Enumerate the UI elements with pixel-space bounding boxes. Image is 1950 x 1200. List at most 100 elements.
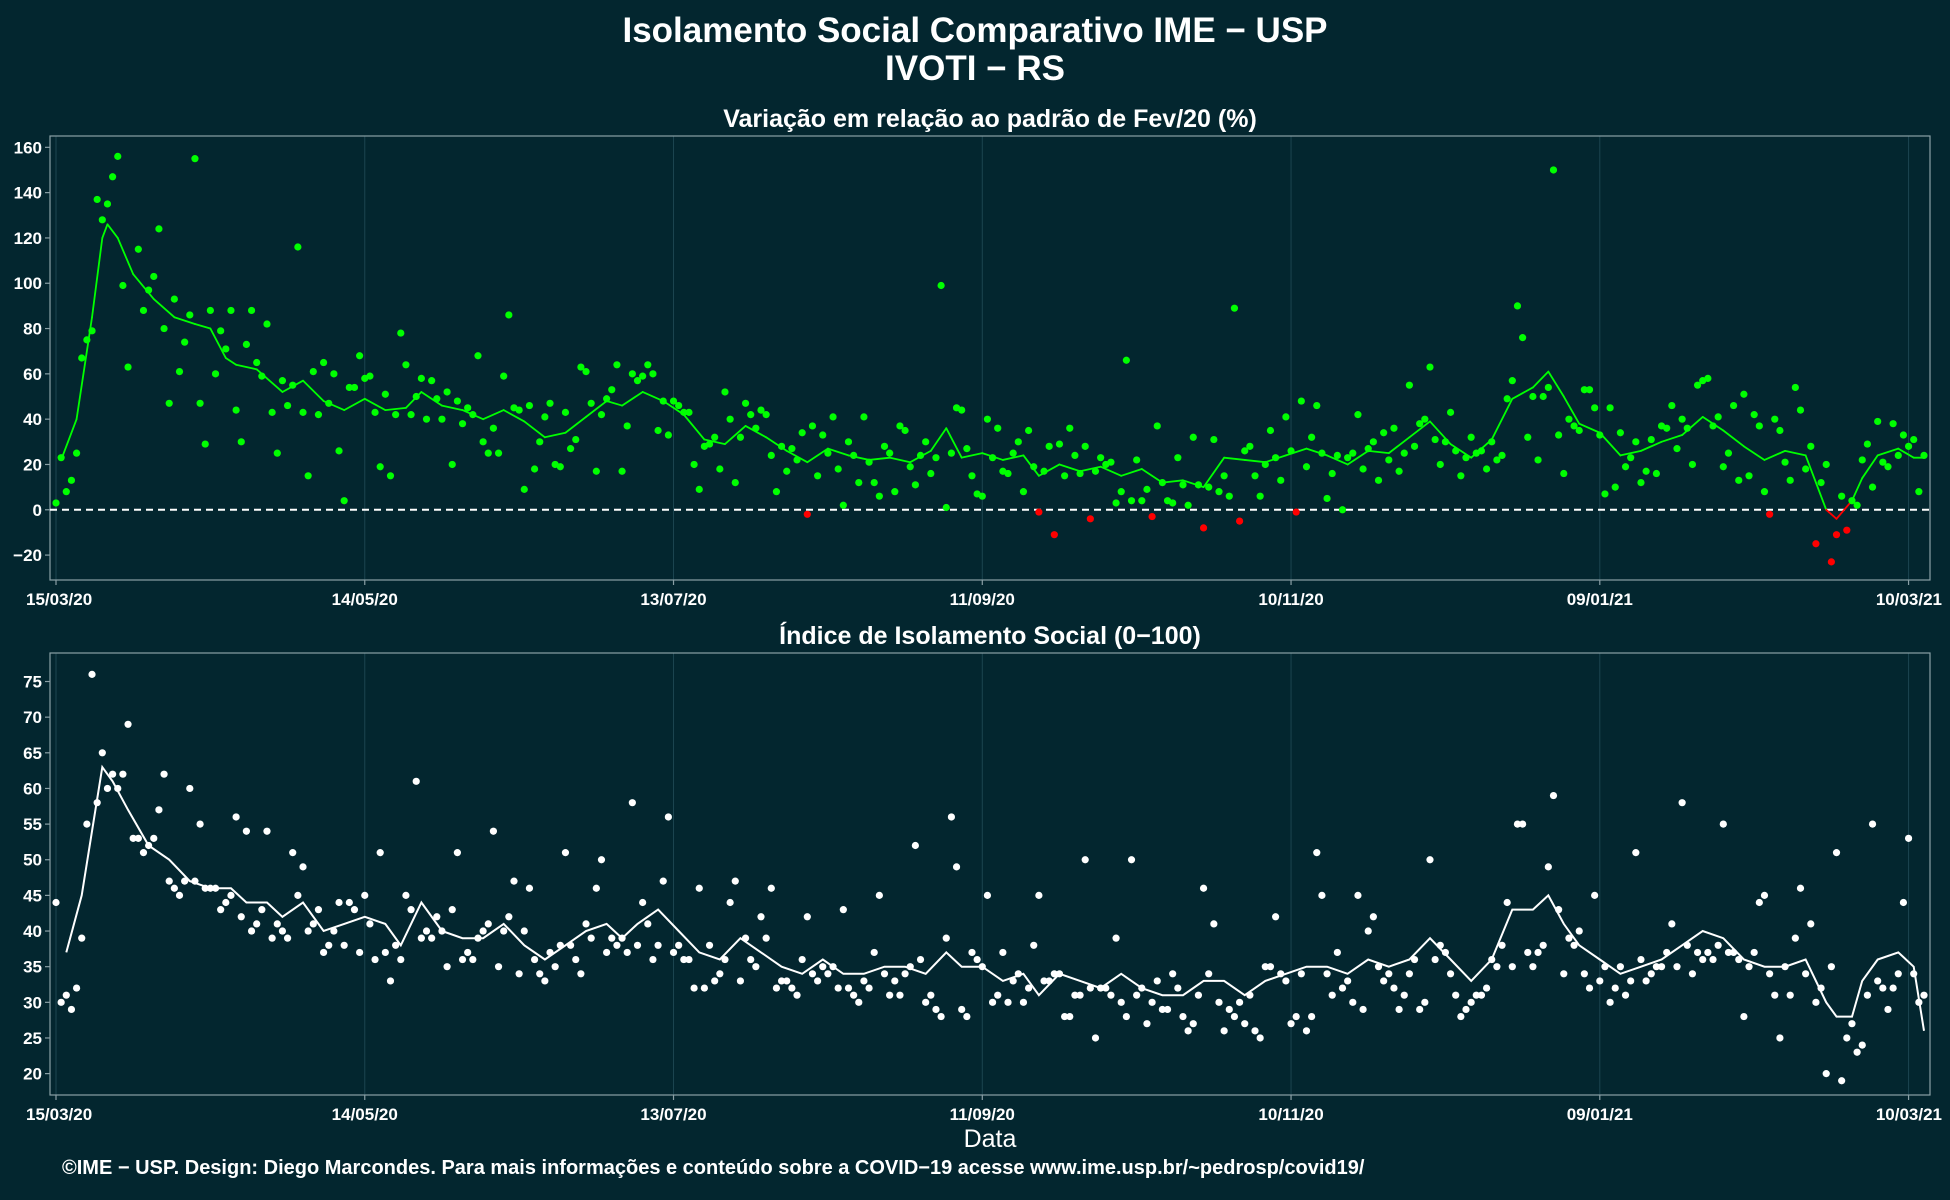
index-point (808, 970, 817, 978)
index-point (145, 841, 153, 850)
variation-moving-average (929, 427, 948, 452)
variation-moving-average (1851, 477, 1864, 502)
variation-moving-average (224, 357, 238, 366)
index-point (1097, 984, 1105, 992)
variation-point (1287, 447, 1295, 455)
index-point (1863, 991, 1871, 999)
variation-moving-average (945, 427, 963, 459)
index-point (1251, 1027, 1259, 1035)
variation-point (474, 352, 482, 360)
variation-moving-average (1835, 499, 1853, 520)
index-point (83, 820, 91, 828)
variation-point (834, 465, 842, 473)
variation-point (1889, 420, 1897, 428)
variation-point (1632, 438, 1640, 446)
index-point (700, 984, 708, 992)
variation-point (201, 440, 209, 448)
index-point (1102, 984, 1110, 992)
variation-point (479, 438, 487, 446)
index-point (1138, 984, 1146, 992)
variation-moving-average (75, 316, 93, 421)
variation-point (1122, 356, 1130, 364)
variation-point (1606, 404, 1614, 412)
index-point (129, 834, 137, 842)
variation-point (659, 397, 667, 405)
variation-moving-average (888, 456, 912, 464)
index-point (1884, 1005, 1892, 1014)
index-point (1328, 991, 1336, 999)
index-point (1066, 1012, 1074, 1021)
index-point (1086, 984, 1094, 992)
variation-point (1091, 467, 1100, 475)
variation-point (1652, 469, 1661, 478)
variation-point (705, 440, 714, 448)
variation-point (1431, 435, 1439, 444)
index-point (757, 913, 765, 921)
index-point (273, 920, 281, 928)
index-point (551, 963, 559, 971)
index-point (428, 934, 436, 942)
index-point (155, 806, 163, 814)
x-tick-label: 11/09/20 (950, 1105, 1015, 1124)
index-point (1838, 1077, 1846, 1085)
variation-point (1724, 449, 1733, 457)
index-point (1910, 970, 1918, 978)
index-point (1513, 820, 1522, 828)
index-point (1349, 998, 1357, 1006)
index-point (1241, 1020, 1249, 1028)
index-point (1122, 1012, 1130, 1021)
index-point (1555, 906, 1563, 914)
index-point (587, 934, 595, 942)
variation-point (726, 415, 734, 423)
variation-point (1328, 469, 1336, 478)
index-point (88, 670, 96, 678)
index-point (680, 955, 688, 964)
variation-point (814, 472, 822, 480)
index-point (1446, 970, 1455, 978)
y-tick-label: 30 (23, 993, 42, 1012)
variation-moving-average (1326, 454, 1349, 466)
variation-point (721, 388, 729, 396)
variation-point (500, 372, 508, 380)
index-point (1832, 849, 1841, 857)
variation-point (592, 467, 600, 475)
index-point (1457, 1012, 1465, 1021)
variation-point (1194, 481, 1203, 489)
variation-point (278, 377, 287, 385)
index-point (1035, 891, 1043, 899)
variation-point (211, 370, 220, 378)
index-point (1199, 884, 1208, 892)
y-tick-label: 160 (14, 138, 42, 157)
variation-point (1251, 472, 1259, 480)
index-point (1714, 941, 1722, 949)
index-point (165, 877, 173, 885)
variation-point (520, 485, 528, 493)
index-point (1704, 948, 1712, 957)
variation-point (1354, 411, 1362, 419)
variation-point (206, 306, 214, 315)
index-point (1169, 970, 1177, 978)
index-point (1616, 963, 1624, 971)
x-tick-label: 14/05/20 (332, 590, 398, 609)
variation-point (1843, 526, 1851, 534)
variation-point (1729, 401, 1738, 410)
variation-moving-average (724, 425, 747, 445)
index-point (1225, 1005, 1233, 1014)
index-point (1719, 820, 1727, 828)
variation-point (247, 306, 256, 315)
index-point (1498, 941, 1506, 949)
variation-moving-average (1223, 456, 1246, 461)
index-point (1467, 998, 1475, 1006)
variation-moving-average (1099, 465, 1123, 477)
index-point (1055, 970, 1064, 978)
variation-moving-average (1578, 422, 1601, 434)
index-point (1560, 970, 1568, 978)
index-point (376, 849, 384, 857)
x-tick-label: 09/01/21 (1567, 1105, 1633, 1124)
variation-point (716, 465, 724, 473)
index-point (160, 770, 168, 778)
variation-point (1858, 456, 1866, 464)
index-point (777, 977, 786, 985)
index-point (340, 941, 348, 949)
variation-point (98, 216, 106, 224)
